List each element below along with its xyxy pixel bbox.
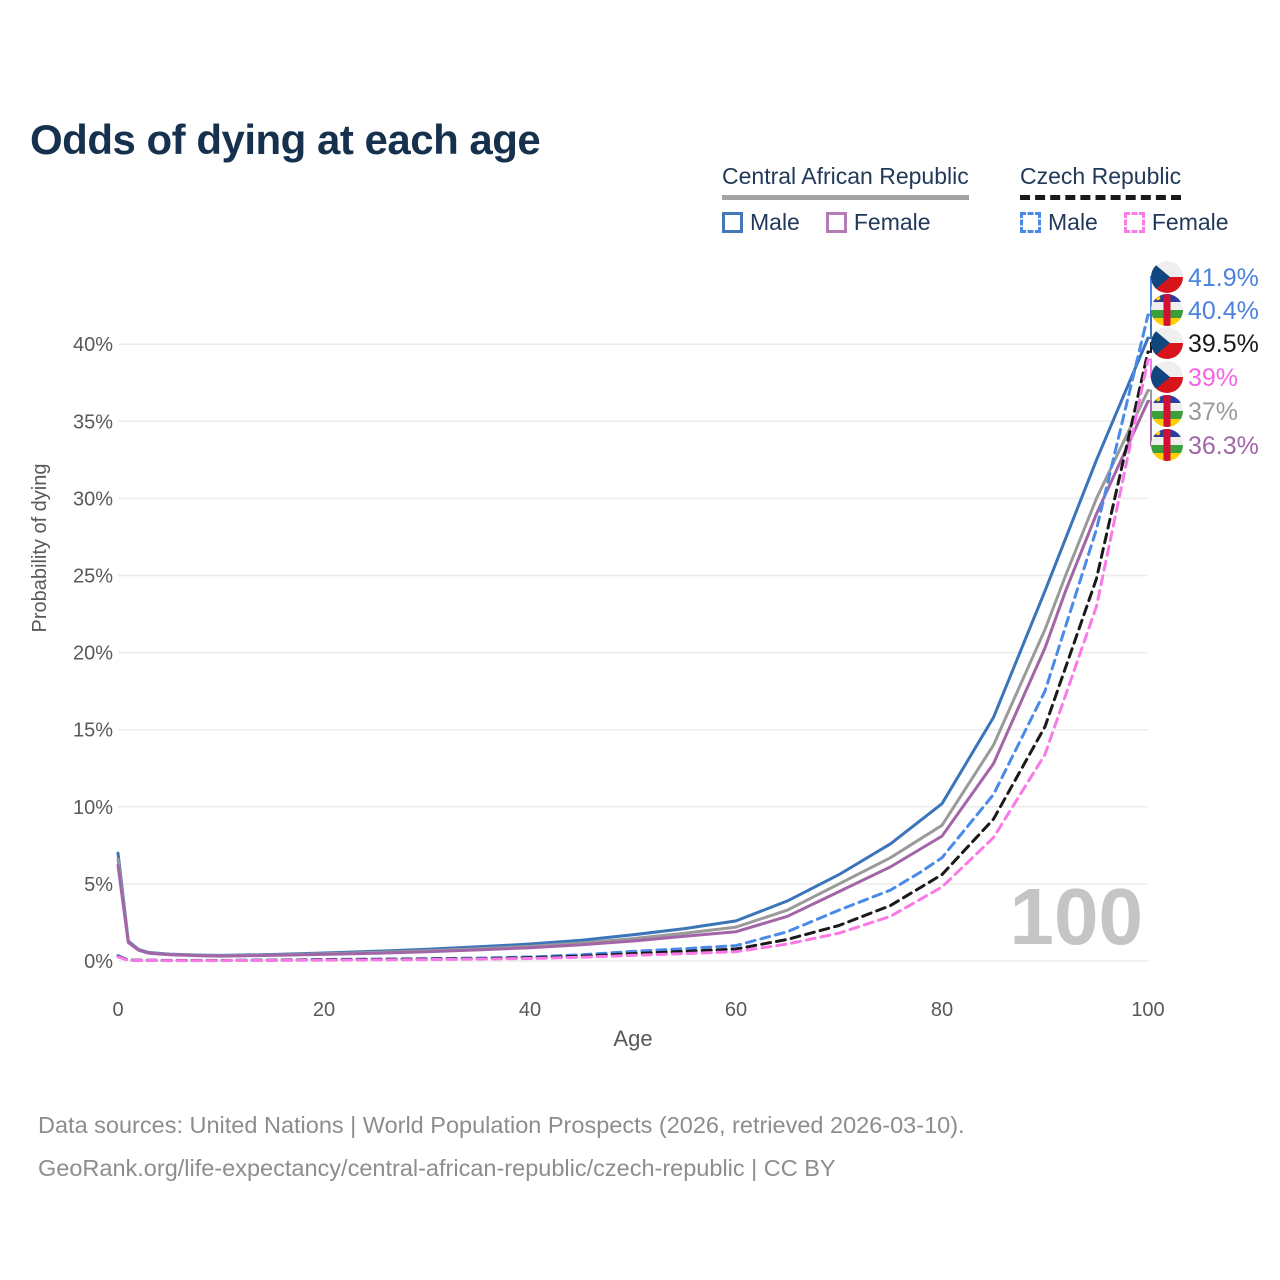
- y-tick-label: 40%: [73, 334, 113, 356]
- end-value-label: 40.4%: [1188, 297, 1259, 325]
- data-sources-line: Data sources: United Nations | World Pop…: [38, 1112, 965, 1138]
- legend-country-czech-republic[interactable]: Czech Republic: [1020, 163, 1182, 200]
- cz-male-swatch-icon: [1020, 212, 1041, 233]
- czech-flag-icon: [1151, 327, 1183, 359]
- series-line-cz-female: [116, 358, 1150, 963]
- x-tick-label: 80: [931, 999, 953, 1021]
- series-line-cz-male: [116, 313, 1150, 962]
- legend-group-czech-republic: Czech Republic Male Female: [1020, 163, 1229, 236]
- legend-country-central-african-republic[interactable]: Central African Republic: [722, 163, 969, 200]
- end-value-label: 37%: [1188, 398, 1238, 426]
- watermark: 100: [1010, 872, 1143, 961]
- x-tick-label: 100: [1131, 999, 1164, 1021]
- y-tick-label: 25%: [73, 566, 113, 588]
- y-tick-label: 20%: [73, 643, 113, 665]
- car-female-swatch-icon: [825, 212, 847, 233]
- end-value-label: 36.3%: [1188, 432, 1259, 460]
- legend-item-label: Male: [1048, 209, 1098, 235]
- legend-item-label: Female: [853, 209, 931, 235]
- footer: Data sources: United Nations | World Pop…: [38, 1104, 965, 1190]
- x-tick-label: 20: [313, 999, 335, 1021]
- legend-item-cz-male[interactable]: Male: [1020, 209, 1098, 236]
- y-tick-label: 35%: [73, 411, 113, 433]
- grid-layer: 0% 5% 10% 15% 20% 25% 30% 35% 40% 0 20 40 60 80 100: [73, 334, 1165, 1021]
- cz-female-swatch-icon: [1123, 212, 1145, 233]
- legend-item-label: Male: [750, 209, 800, 235]
- y-axis-title: Probability of dying: [29, 464, 51, 633]
- legend-group-central-african-republic: Central African Republic Male Female: [722, 163, 969, 236]
- y-tick-label: 30%: [73, 488, 113, 510]
- y-tick-label: 0%: [84, 951, 113, 973]
- legend-item-cz-female[interactable]: Female: [1123, 209, 1229, 236]
- legend-item-car-male[interactable]: Male: [722, 209, 800, 236]
- series-line-car-total: [116, 389, 1150, 958]
- legend-item-car-female[interactable]: Female: [825, 209, 931, 236]
- car-male-swatch-icon: [722, 212, 743, 233]
- end-value-label: 41.9%: [1188, 264, 1259, 292]
- page-title: Odds of dying at each age: [30, 116, 541, 164]
- legend-items-cz: Male Female: [1020, 209, 1229, 236]
- legend-items-car: Male Female: [722, 209, 969, 236]
- car-flag-icon: [1151, 429, 1183, 461]
- x-tick-label: 0: [112, 999, 123, 1021]
- x-axis-title: Age: [613, 1026, 652, 1051]
- y-tick-label: 5%: [84, 874, 113, 896]
- legend-item-label: Female: [1151, 209, 1229, 235]
- car-flag-icon: [1151, 294, 1183, 326]
- y-tick-label: 15%: [73, 720, 113, 742]
- x-tick-label: 40: [519, 999, 541, 1021]
- car-flag-icon: [1151, 395, 1183, 427]
- series-line-car-male: [116, 336, 1150, 957]
- end-labels-layer: 41.9% 40.4% 39.5% 39% 37% 36.3%: [1148, 261, 1259, 461]
- end-value-label: 39.5%: [1188, 330, 1259, 358]
- series-line-cz-total: [116, 350, 1150, 962]
- czech-flag-icon: [1151, 361, 1183, 393]
- x-tick-label: 60: [725, 999, 747, 1021]
- y-tick-label: 10%: [73, 797, 113, 819]
- end-value-label: 39%: [1188, 364, 1238, 392]
- czech-flag-icon: [1151, 261, 1183, 293]
- series-layer: [116, 313, 1150, 963]
- series-line-car-female: [116, 399, 1150, 958]
- attribution-line: GeoRank.org/life-expectancy/central-afri…: [38, 1155, 836, 1181]
